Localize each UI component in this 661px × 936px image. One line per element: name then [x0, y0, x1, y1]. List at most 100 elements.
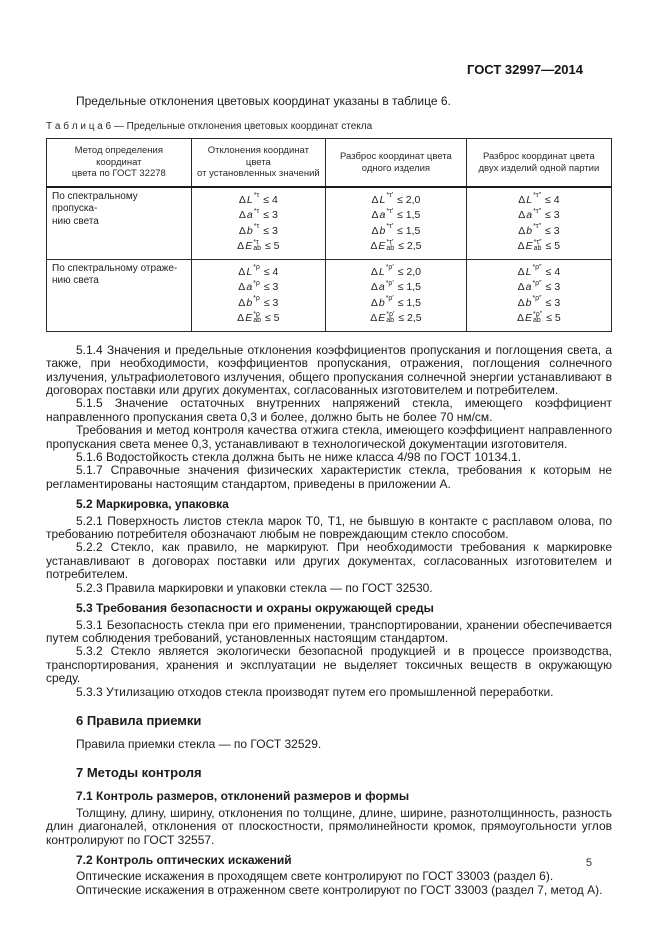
subscript: ab: [533, 317, 541, 325]
delta-symbol: Δ: [237, 312, 245, 325]
column-header: Разброс координат цвета двух изделий одн…: [465, 138, 613, 188]
formula: Δ E *ρ′ ab ≤ 2,5: [327, 311, 465, 327]
superscript: *τ″: [533, 192, 542, 200]
delta-symbol: Δ: [238, 193, 246, 206]
formula: Δ L *τ ≤ 4: [193, 192, 324, 208]
paragraph: 5.1.4 Значения и предельные отклонения к…: [46, 342, 612, 398]
subscript: ab: [386, 245, 395, 253]
subscript: ab: [253, 317, 261, 325]
paragraph: Оптические искажения в отраженном свете …: [76, 882, 603, 897]
delta-symbol: Δ: [370, 312, 378, 325]
superscript: *ρ: [253, 264, 260, 272]
quantity-symbol: E: [525, 240, 533, 253]
paragraph: 5.1.6 Водостойкость стекла должна быть н…: [76, 450, 522, 465]
delta-symbol: Δ: [238, 296, 246, 309]
delta-symbol: Δ: [517, 281, 525, 294]
sup-sub-stack: *τ′ ab: [386, 239, 395, 254]
sup-sub-stack: *ρ″ ab: [533, 311, 542, 326]
delta-symbol: Δ: [371, 193, 379, 206]
limit-value: ≤ 3: [263, 296, 279, 309]
subscript: ab: [533, 245, 542, 253]
paragraph: 5.2.2 Стекло, как правило, не маркируют.…: [46, 540, 612, 582]
delta-symbol: Δ: [370, 265, 378, 278]
quantity-symbol: b: [525, 296, 532, 309]
limit-value: ≤ 5: [545, 240, 561, 253]
delta-symbol: Δ: [238, 281, 246, 294]
formula: Δ E *ρ″ ab ≤ 5: [468, 311, 610, 327]
superscript: *ρ″: [532, 279, 542, 287]
doc-number-header: ГОСТ 32997—2014: [467, 62, 583, 77]
superscript: *τ: [253, 223, 260, 231]
paragraph: 5.2.3 Правила маркировки и упаковки стек…: [76, 580, 433, 595]
limit-value: ≤ 1,5: [397, 224, 421, 237]
quantity-symbol: b: [246, 296, 253, 309]
table-6-color-coordinate-deviations: Метод определения координат цвета по ГОС…: [46, 138, 613, 332]
limit-value: ≤ 5: [265, 240, 280, 253]
superscript: *ρ: [253, 295, 260, 303]
quantity-symbol: E: [245, 312, 253, 325]
delta-symbol: Δ: [518, 209, 526, 222]
subscript: ab: [253, 245, 261, 253]
limit-value: ≤ 1,5: [397, 209, 421, 222]
quantity-symbol: E: [378, 240, 386, 253]
sup-sub-stack: *τ″ ab: [533, 239, 542, 254]
quantity-symbol: L: [246, 193, 253, 206]
limit-value: ≤ 1,5: [397, 296, 422, 309]
sup-sub-stack: *τ ab: [253, 238, 261, 254]
delta-symbol: Δ: [370, 240, 378, 253]
quantity-symbol: E: [245, 240, 253, 253]
quantity-symbol: b: [378, 296, 385, 309]
limit-value: ≤ 2,5: [398, 240, 422, 253]
formula: Δ L *ρ′ ≤ 2,0: [327, 264, 465, 280]
method-cell: По спектральному пропуска- нию света: [46, 186, 192, 260]
quantity-symbol: L: [526, 193, 533, 206]
sup-sub-stack: *ρ′ ab: [386, 311, 395, 326]
delta-symbol: Δ: [370, 281, 378, 294]
quantity-symbol: a: [526, 209, 533, 222]
paragraph: 5.3.3 Утилизацию отходов стекла производ…: [76, 684, 554, 699]
paragraph: 5.1.5 Значение остаточных внутренних нап…: [46, 396, 612, 424]
limit-value: ≤ 4: [263, 265, 279, 278]
delta-symbol: Δ: [518, 224, 526, 237]
limit-value: ≤ 1,5: [397, 281, 422, 294]
sup-sub-stack: *ρ ab: [253, 311, 261, 326]
superscript: *τ: [253, 238, 259, 246]
formula: Δ L *ρ ≤ 4: [193, 264, 324, 280]
superscript: *τ′: [386, 192, 394, 200]
limit-value: ≤ 3: [545, 281, 561, 294]
subscript: ab: [386, 317, 395, 325]
delta-symbol: Δ: [517, 312, 525, 325]
formula: Δ L *τ″ ≤ 4: [468, 192, 610, 208]
delta-symbol: Δ: [238, 265, 246, 278]
quantity-symbol: b: [526, 224, 533, 237]
quantity-symbol: a: [246, 281, 253, 294]
delta-symbol: Δ: [517, 240, 525, 253]
superscript: *ρ′: [385, 279, 394, 287]
column-header: Метод определения координат цвета по ГОС…: [46, 138, 192, 188]
limit-value: ≤ 4: [545, 265, 561, 278]
delta-symbol: Δ: [518, 193, 526, 206]
paragraph: 5.3.2 Стекло является экологически безоп…: [46, 644, 612, 686]
table-row: По спектральному отраже- нию света Δ L *ρ ≤ …: [46, 258, 613, 332]
superscript: *ρ′: [385, 295, 394, 303]
column-header: Отклонения координат цвета от установлен…: [190, 138, 327, 188]
quantity-symbol: E: [525, 312, 533, 325]
delta-symbol: Δ: [370, 296, 378, 309]
section-heading: 7 Методы контроля: [76, 765, 202, 781]
delta-symbol: Δ: [238, 224, 246, 237]
